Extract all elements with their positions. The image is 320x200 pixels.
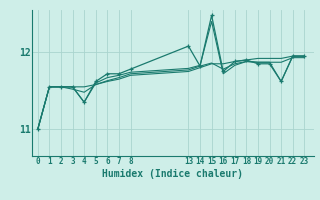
X-axis label: Humidex (Indice chaleur): Humidex (Indice chaleur) (102, 169, 243, 179)
